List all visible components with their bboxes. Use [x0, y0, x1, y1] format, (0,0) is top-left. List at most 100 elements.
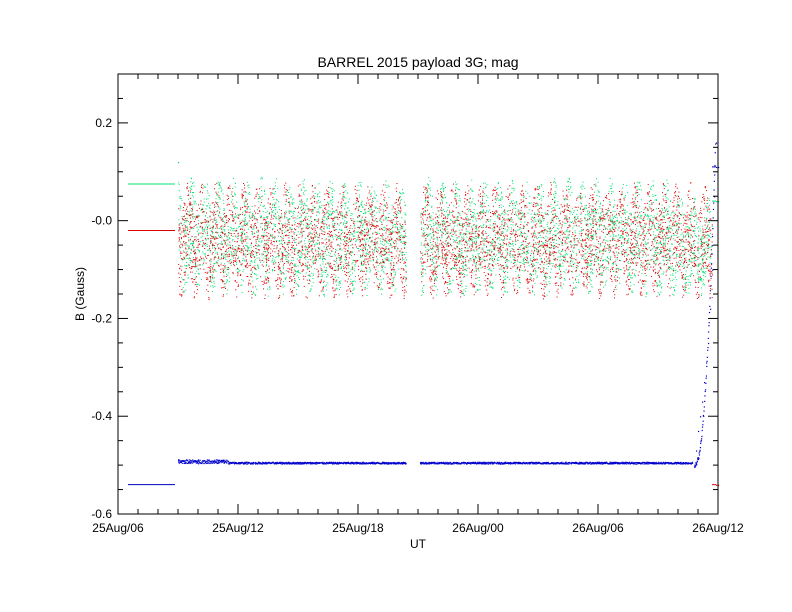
series-0-point [626, 255, 628, 257]
series-0-point [456, 217, 458, 219]
series-0-point [211, 231, 213, 233]
series-0-point [588, 290, 590, 292]
series-0-point [214, 286, 216, 288]
series-0-point [215, 206, 217, 208]
series-0-point [300, 201, 302, 203]
series-1-point [395, 214, 397, 216]
series-0-point [635, 193, 637, 195]
series-0-point [252, 291, 254, 293]
series-0-point [613, 238, 615, 240]
series-0-point [339, 229, 341, 231]
series-0-point [314, 207, 316, 209]
series-0-point [470, 189, 472, 191]
series-0-point [339, 281, 341, 283]
series-0-point [265, 228, 267, 230]
series-0-point [661, 204, 663, 206]
series-0-point [459, 213, 461, 215]
series-0-point [438, 265, 440, 267]
series-0-point [338, 237, 340, 239]
series-0-point [511, 219, 513, 221]
series-0-point [219, 186, 221, 188]
series-0-point [599, 267, 601, 269]
series-0-point [188, 224, 190, 226]
series-0-point [315, 231, 317, 233]
series-0-point [475, 218, 477, 220]
series-0-point [366, 239, 368, 241]
series-0-point [308, 267, 310, 269]
series-0-point [370, 251, 372, 253]
series-0-point [284, 249, 286, 251]
series-0-point [399, 226, 401, 228]
series-0-point [478, 280, 480, 282]
series-0-point [314, 207, 316, 209]
series-0-point [668, 266, 670, 268]
series-0-point [511, 227, 513, 229]
series-0-point [694, 260, 696, 262]
series-1-point [257, 212, 259, 214]
series-0-point [600, 224, 602, 226]
series-0-point [385, 180, 387, 182]
series-0-point [494, 249, 496, 251]
series-0-point [629, 250, 631, 252]
series-0-point [299, 256, 301, 258]
series-0-point [427, 243, 429, 245]
series-1-point [196, 217, 198, 219]
series-0-point [281, 240, 283, 242]
series-0-point [340, 229, 342, 231]
series-0-point [335, 234, 337, 236]
series-0-point [635, 239, 637, 241]
series-0-point [624, 212, 626, 214]
series-0-point [523, 195, 525, 197]
series-0-point [496, 239, 498, 241]
series-0-point [448, 214, 450, 216]
series-0-point [359, 205, 361, 207]
series-0-point [251, 261, 253, 263]
series-0-point [226, 267, 228, 269]
series-0-point [450, 268, 452, 270]
series-0-point [662, 243, 664, 245]
series-0-point [190, 188, 192, 190]
series-0-point [446, 209, 448, 211]
series-0-point [261, 215, 263, 217]
series-0-point [508, 218, 510, 220]
series-0-point [335, 281, 337, 283]
series-0-point [191, 194, 193, 196]
series-0-point [399, 203, 401, 205]
series-0-point [672, 212, 674, 214]
series-0-point [446, 232, 448, 234]
series-0-point [221, 218, 223, 220]
series-0-point [445, 244, 447, 246]
series-0-point [552, 221, 554, 223]
series-0-point [585, 272, 587, 274]
series-0-point [314, 236, 316, 238]
series-0-point [500, 204, 502, 206]
series-0-point [213, 218, 215, 220]
series-0-point [304, 246, 306, 248]
series-0-point [622, 221, 624, 223]
series-0-point [284, 285, 286, 287]
series-0-point [497, 250, 499, 252]
series-0-point [397, 229, 399, 231]
series-0-point [342, 205, 344, 207]
series-1-point [379, 203, 381, 205]
series-0-point [312, 262, 314, 264]
series-0-point [700, 243, 702, 245]
series-0-point [430, 189, 432, 191]
series-0-point [520, 244, 522, 246]
series-0-point [251, 231, 253, 233]
series-0-point [518, 229, 520, 231]
series-0-point [319, 248, 321, 250]
series-0-point [230, 264, 232, 266]
series-0-point [323, 282, 325, 284]
series-0-point [692, 265, 694, 267]
series-0-point [186, 217, 188, 219]
series-1-point [266, 222, 268, 224]
series-1-point [182, 229, 184, 231]
series-0-point [358, 196, 360, 198]
series-0-point [194, 277, 196, 279]
series-1-point [366, 197, 368, 199]
series-0-point [431, 251, 433, 253]
series-0-point [234, 186, 236, 188]
series-0-point [664, 242, 666, 244]
series-1-point [380, 216, 382, 218]
